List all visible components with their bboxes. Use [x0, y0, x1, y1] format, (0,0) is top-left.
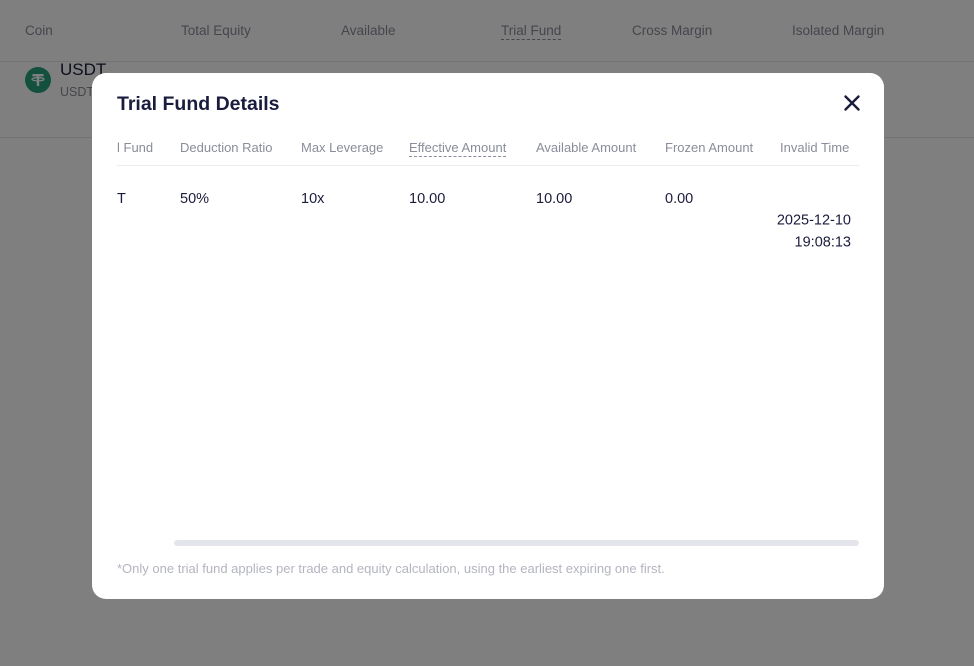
cell-frozen-amount: 0.00 — [665, 191, 694, 207]
close-icon — [844, 95, 860, 111]
cell-deduction-ratio: 50% — [180, 191, 210, 207]
trial-fund-details-modal: Trial Fund Details l Fund Deduction Rati… — [92, 73, 884, 599]
cell-invalid-time: 2025-12-10 19:08:13 — [776, 212, 851, 251]
modal-title: Trial Fund Details — [117, 93, 280, 115]
header-available-amount: Available Amount — [536, 140, 637, 155]
header-max-leverage: Max Leverage — [301, 140, 384, 155]
horizontal-scrollbar[interactable] — [174, 540, 859, 546]
cell-fund: T — [117, 191, 126, 207]
header-invalid-time: Invalid Time — [780, 140, 850, 155]
header-effective-amount[interactable]: Effective Amount — [409, 140, 507, 157]
header-deduction-ratio: Deduction Ratio — [180, 140, 273, 155]
trial-fund-table: l Fund Deduction Ratio Max Leverage Effe… — [117, 131, 859, 251]
header-frozen-amount: Frozen Amount — [665, 140, 754, 155]
close-button[interactable] — [840, 91, 864, 115]
cell-effective-amount: 10.00 — [409, 191, 446, 207]
cell-max-leverage: 10x — [301, 191, 325, 207]
cell-available-amount: 10.00 — [536, 191, 573, 207]
footnote: *Only one trial fund applies per trade a… — [117, 561, 665, 576]
header-fund: l Fund — [117, 140, 154, 155]
table-header: l Fund Deduction Ratio Max Leverage Effe… — [117, 131, 859, 166]
